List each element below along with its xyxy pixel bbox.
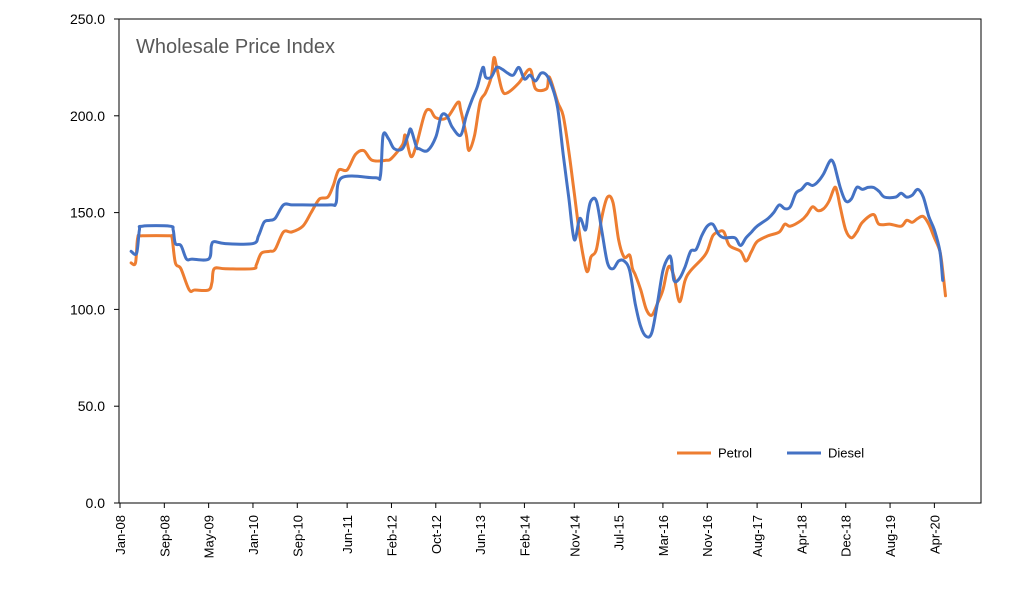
y-tick-label: 100.0: [70, 301, 105, 317]
x-tick-label: Nov-16: [700, 515, 715, 557]
x-tick-label: Oct-12: [429, 515, 444, 554]
plot-border: [118, 18, 982, 504]
y-tick-label: 0.0: [86, 495, 106, 511]
x-tick-label: Sep-10: [290, 515, 305, 557]
series-lines: [129, 55, 947, 339]
x-axis-ticks: Jan-08 Sep-08 May-09 Jan-10 Sep-10 Jun-11 Feb-…: [113, 503, 942, 558]
x-tick-label: Jun-11: [340, 515, 355, 554]
x-tick-label: Aug-19: [883, 515, 898, 557]
chart-title: Wholesale Price Index: [136, 36, 335, 58]
x-tick-label: Jul-15: [612, 515, 627, 550]
x-tick-label: Aug-17: [750, 515, 765, 557]
x-tick-label: Mar-16: [656, 515, 671, 556]
x-tick-label: Apr-18: [794, 515, 809, 554]
x-tick-label: Nov-14: [567, 515, 582, 557]
series-line-petrol: [129, 55, 947, 317]
x-tick-label: Jan-10: [246, 515, 261, 555]
x-tick-label: Sep-08: [157, 515, 172, 557]
x-tick-label: Jun-13: [473, 515, 488, 555]
x-tick-label: Dec-18: [839, 515, 854, 557]
x-tick-label: Feb-12: [384, 515, 399, 556]
legend: Petrol Diesel: [677, 446, 864, 461]
series-line-diesel: [129, 65, 945, 339]
plot-area: [118, 18, 982, 504]
y-tick-label: 50.0: [78, 398, 105, 414]
x-tick-label: Jan-08: [113, 515, 128, 555]
y-tick-label: 150.0: [70, 205, 105, 221]
x-tick-label: May-09: [202, 515, 217, 558]
y-tick-label: 200.0: [70, 108, 105, 124]
y-tick-label: 250.0: [70, 11, 105, 27]
x-tick-label: Feb-14: [517, 515, 532, 556]
legend-label-petrol: Petrol: [718, 446, 752, 461]
legend-label-diesel: Diesel: [828, 446, 864, 461]
y-axis-ticks: 0.0 50.0 100.0 150.0 200.0 250.0: [70, 11, 119, 511]
x-tick-label: Apr-20: [927, 515, 942, 554]
